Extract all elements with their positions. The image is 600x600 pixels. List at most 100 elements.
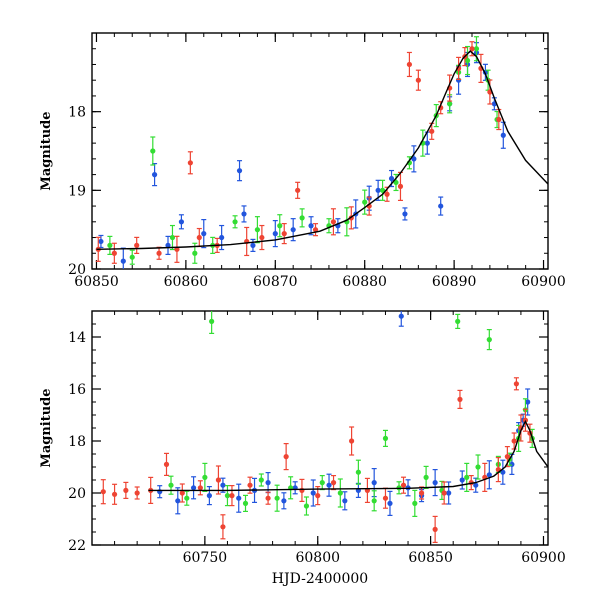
lower-data-point — [247, 482, 253, 488]
lower-tick-labels: 60750 60800 60850 60900 14 16 18 20 22 — [68, 330, 566, 566]
upper-x-tick-label: 60870 — [253, 274, 298, 290]
upper-data-point — [277, 223, 283, 229]
upper-data-point — [429, 128, 435, 134]
lower-y-tick-label: 16 — [68, 382, 86, 398]
lower-data-point — [283, 454, 289, 460]
upper-x-tick-label: 60890 — [432, 274, 477, 290]
upper-data-point — [299, 215, 305, 221]
lower-x-tick-label: 60900 — [521, 550, 566, 566]
lower-data-marks — [100, 311, 548, 544]
lower-data-point — [168, 482, 174, 488]
lower-data-point — [475, 464, 481, 470]
upper-data-point — [447, 101, 453, 107]
lower-y-tick-label: 18 — [68, 434, 86, 450]
lower-data-point — [299, 487, 305, 493]
lower-data-point — [236, 495, 242, 501]
lower-data-point — [209, 318, 215, 324]
upper-light-curve-panel: 60850 60860 60870 60880 60890 60900 18 19 20 Mag… — [39, 32, 566, 290]
lower-data-point — [349, 438, 355, 444]
lower-data-point — [242, 500, 249, 506]
lower-plot-frame — [91, 310, 549, 546]
lower-data-point — [382, 495, 389, 501]
upper-data-point — [236, 168, 243, 174]
upper-data-point — [196, 234, 202, 241]
upper-data-point — [393, 179, 399, 186]
upper-data-point — [187, 160, 193, 166]
upper-data-point — [272, 231, 278, 237]
upper-data-point — [375, 187, 381, 193]
upper-y-tick-label: 20 — [68, 262, 86, 278]
upper-data-point — [290, 227, 296, 233]
upper-data-point — [201, 231, 207, 237]
upper-plot-frame — [91, 32, 549, 270]
upper-data-point — [129, 254, 135, 260]
upper-data-point — [250, 242, 256, 248]
lower-data-point — [355, 469, 361, 475]
lower-data-point — [486, 472, 492, 478]
lower-data-point — [184, 495, 190, 501]
lower-light-curve-panel: 60750 60800 60850 60900 14 16 18 20 22 Magnitude… — [39, 310, 566, 587]
upper-data-point — [362, 199, 368, 205]
lower-ticks — [91, 310, 548, 546]
upper-data-point — [464, 57, 471, 64]
upper-data-point — [295, 187, 301, 193]
lower-data-point — [179, 490, 185, 496]
upper-data-point — [330, 219, 337, 225]
lower-data-point — [446, 490, 452, 496]
upper-data-point — [402, 211, 408, 217]
upper-data-point — [241, 211, 247, 217]
lower-data-point — [459, 477, 465, 483]
lower-data-point — [432, 480, 438, 486]
upper-data-point — [134, 242, 140, 248]
upper-data-point — [98, 238, 104, 245]
lower-data-point — [274, 495, 280, 501]
upper-data-point — [281, 231, 287, 237]
lower-data-point — [202, 474, 208, 480]
upper-data-point — [107, 242, 113, 248]
upper-data-point — [438, 203, 444, 209]
lower-data-point — [418, 490, 425, 496]
upper-x-tick-label: 60880 — [342, 274, 387, 290]
lower-data-point — [258, 477, 264, 483]
lower-data-point — [134, 490, 140, 496]
lower-data-point — [215, 477, 222, 483]
lower-data-point — [441, 490, 447, 496]
upper-data-point — [312, 227, 319, 233]
lower-data-point — [111, 491, 118, 497]
lower-data-point — [513, 381, 519, 387]
upper-data-point — [150, 148, 156, 154]
upper-ticks — [92, 32, 548, 270]
lower-data-point — [525, 399, 531, 405]
lower-data-point — [190, 485, 197, 491]
upper-data-point — [397, 183, 404, 189]
lower-x-axis-label: HJD-2400000 — [272, 571, 368, 587]
lower-data-point — [432, 526, 438, 533]
upper-data-marks — [95, 36, 548, 269]
lower-data-point — [315, 493, 321, 499]
upper-y-tick-label: 19 — [68, 183, 86, 199]
lower-data-point — [220, 482, 226, 488]
upper-x-tick-label: 60850 — [74, 274, 119, 290]
lower-data-point — [197, 485, 203, 491]
lower-data-point — [455, 318, 461, 324]
upper-tick-labels: 60850 60860 60870 60880 60890 60900 18 19 20 — [68, 105, 566, 290]
upper-data-point — [254, 227, 261, 233]
lower-data-point — [265, 495, 271, 501]
lower-data-point — [457, 396, 463, 402]
upper-data-point — [469, 46, 475, 52]
lower-x-tick-label: 60800 — [295, 550, 340, 566]
lower-data-point — [265, 480, 271, 486]
upper-model-curve — [96, 50, 548, 250]
upper-data-point — [415, 77, 421, 83]
upper-data-point — [232, 219, 238, 225]
lower-data-point — [206, 493, 212, 499]
upper-data-point — [473, 46, 480, 52]
upper-data-point — [379, 187, 386, 193]
upper-data-point — [424, 140, 430, 146]
lower-data-point — [330, 480, 337, 486]
lower-data-point — [319, 480, 325, 486]
lower-data-point — [229, 493, 235, 499]
lower-data-point — [387, 500, 393, 506]
lower-data-point — [486, 337, 492, 343]
upper-data-point — [388, 175, 395, 182]
